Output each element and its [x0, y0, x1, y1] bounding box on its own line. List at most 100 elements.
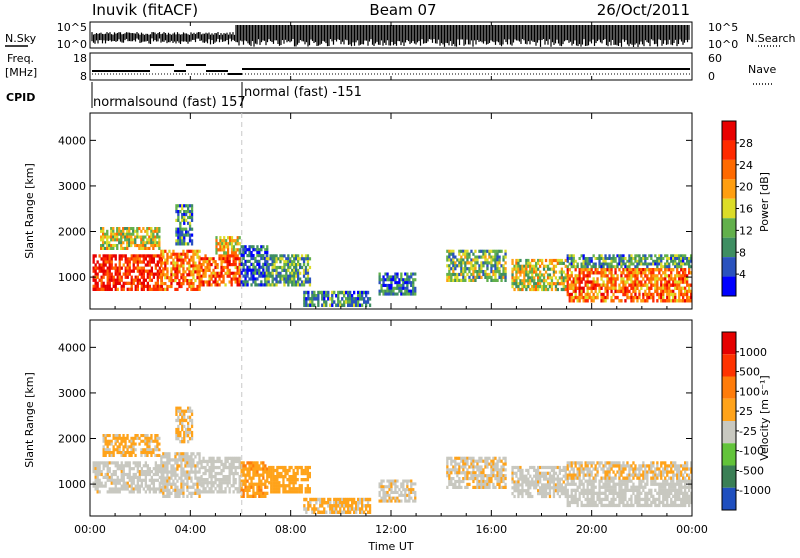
data-cell-region-0: [119, 263, 121, 266]
data-cell-region-10: [480, 276, 482, 279]
data-cell-region-9: [406, 281, 408, 284]
data-cell-region-12: [646, 296, 648, 299]
data-cell-region-0: [133, 267, 135, 270]
data-cell-region-2: [176, 480, 178, 483]
data-cell-region-6: [260, 266, 262, 269]
data-cell-region-1: [126, 434, 128, 437]
data-cell-region-0: [135, 464, 137, 467]
data-cell-region-5: [254, 467, 256, 470]
data-cell-region-2: [184, 464, 186, 467]
data-cell-region-6: [290, 466, 292, 469]
data-cell-region-0: [117, 282, 119, 285]
data-cell-region-5: [266, 467, 268, 470]
data-cell-region-0: [95, 476, 97, 479]
data-cell-region-4: [208, 260, 210, 263]
data-cell-region-8: [321, 294, 323, 298]
data-cell-region-9: [500, 486, 502, 489]
data-cell-region-11: [551, 279, 553, 282]
data-cell-region-12: [612, 287, 614, 290]
data-cell-region-1: [109, 440, 111, 443]
data-cell-region-0: [95, 288, 97, 291]
data-cell-region-2: [168, 458, 170, 461]
data-cell-region-11: [535, 288, 537, 291]
data-cell-region-12: [662, 277, 664, 280]
data-cell-region-9: [454, 463, 456, 466]
data-cell-region-4: [204, 260, 206, 263]
data-cell-region-6: [282, 487, 284, 490]
data-cell-region-12: [650, 296, 652, 299]
data-cell-region-5: [233, 248, 235, 251]
data-cell-region-0: [145, 470, 147, 473]
data-cell-region-12: [662, 271, 664, 274]
data-cell-region-13: [672, 257, 674, 260]
data-cell-region-12: [652, 277, 654, 280]
data-cell-region-1: [154, 434, 156, 437]
data-cell-region-7: [301, 257, 303, 260]
data-cell-region-0: [119, 273, 121, 276]
data-cell-region-9: [380, 290, 382, 293]
data-cell-region-12: [602, 293, 604, 296]
data-cell-region-0: [111, 257, 113, 260]
data-cell-region-9: [480, 465, 482, 468]
data-cell-region-2: [182, 276, 184, 279]
nave-label: Nave: [748, 63, 776, 76]
data-cell-region-13: [636, 254, 638, 257]
data-cell-region-1: [116, 227, 118, 230]
data-cell-region-12: [654, 274, 656, 277]
data-cell-region-6: [244, 272, 246, 275]
data-cell-region-1: [122, 445, 124, 448]
data-cell-region-12: [682, 296, 684, 299]
data-cell-region-12: [654, 287, 656, 290]
data-cell-region-11: [511, 276, 513, 279]
data-cell-region-12: [581, 287, 583, 290]
data-cell-region-3: [189, 204, 191, 207]
data-cell-region-1: [158, 236, 160, 239]
data-cell-region-10: [478, 264, 480, 267]
data-cell-region-4: [206, 481, 208, 484]
data-cell-region-10: [454, 273, 456, 276]
data-cell-region-1: [144, 451, 146, 454]
data-cell-region-12: [634, 274, 636, 277]
data-cell-region-8: [303, 291, 305, 295]
data-cell-region-7: [325, 501, 327, 505]
data-cell-region-9: [458, 483, 460, 486]
data-cell-region-13: [628, 254, 630, 257]
data-cell-region-1: [104, 236, 106, 239]
data-cell-region-13: [660, 257, 662, 260]
data-cell-region-10: [452, 273, 454, 276]
data-cell-region-4: [237, 254, 239, 257]
data-cell-region-0: [117, 479, 119, 482]
data-cell-region-10: [476, 270, 478, 273]
data-cell-region-7: [335, 504, 337, 508]
data-cell-region-7: [321, 511, 323, 515]
data-cell-region-2: [164, 288, 166, 291]
data-cell-region-0: [123, 482, 125, 485]
data-cell-region-1: [120, 443, 122, 446]
data-cell-region-6: [295, 475, 297, 478]
data-cell-region-4: [233, 260, 235, 263]
data-cell-region-10: [531, 480, 533, 483]
data-cell-region-8: [347, 304, 349, 308]
data-cell-region-7: [301, 280, 303, 283]
data-cell-region-2: [162, 467, 164, 470]
data-cell-region-0: [109, 257, 111, 260]
data-cell-region-7: [309, 498, 311, 502]
data-cell-region-4: [220, 263, 222, 266]
data-cell-region-0: [93, 485, 95, 488]
data-cell-region-10: [454, 261, 456, 264]
data-cell-region-3: [189, 234, 191, 237]
data-cell-region-9: [490, 471, 492, 474]
data-cell-region-3: [191, 413, 193, 416]
data-cell-region-9: [492, 474, 494, 477]
data-cell-region-7: [337, 501, 339, 505]
data-cell-region-2: [174, 455, 176, 458]
data-cell-region-4: [202, 481, 204, 484]
data-cell-region-4: [220, 257, 222, 260]
data-cell-region-1: [148, 236, 150, 239]
data-cell-region-1: [114, 236, 116, 239]
data-cell-region-10: [448, 270, 450, 273]
data-cell-region-2: [190, 455, 192, 458]
data-cell-region-3: [177, 234, 179, 237]
data-cell-region-10: [517, 466, 519, 469]
data-cell-region-0: [155, 464, 157, 467]
